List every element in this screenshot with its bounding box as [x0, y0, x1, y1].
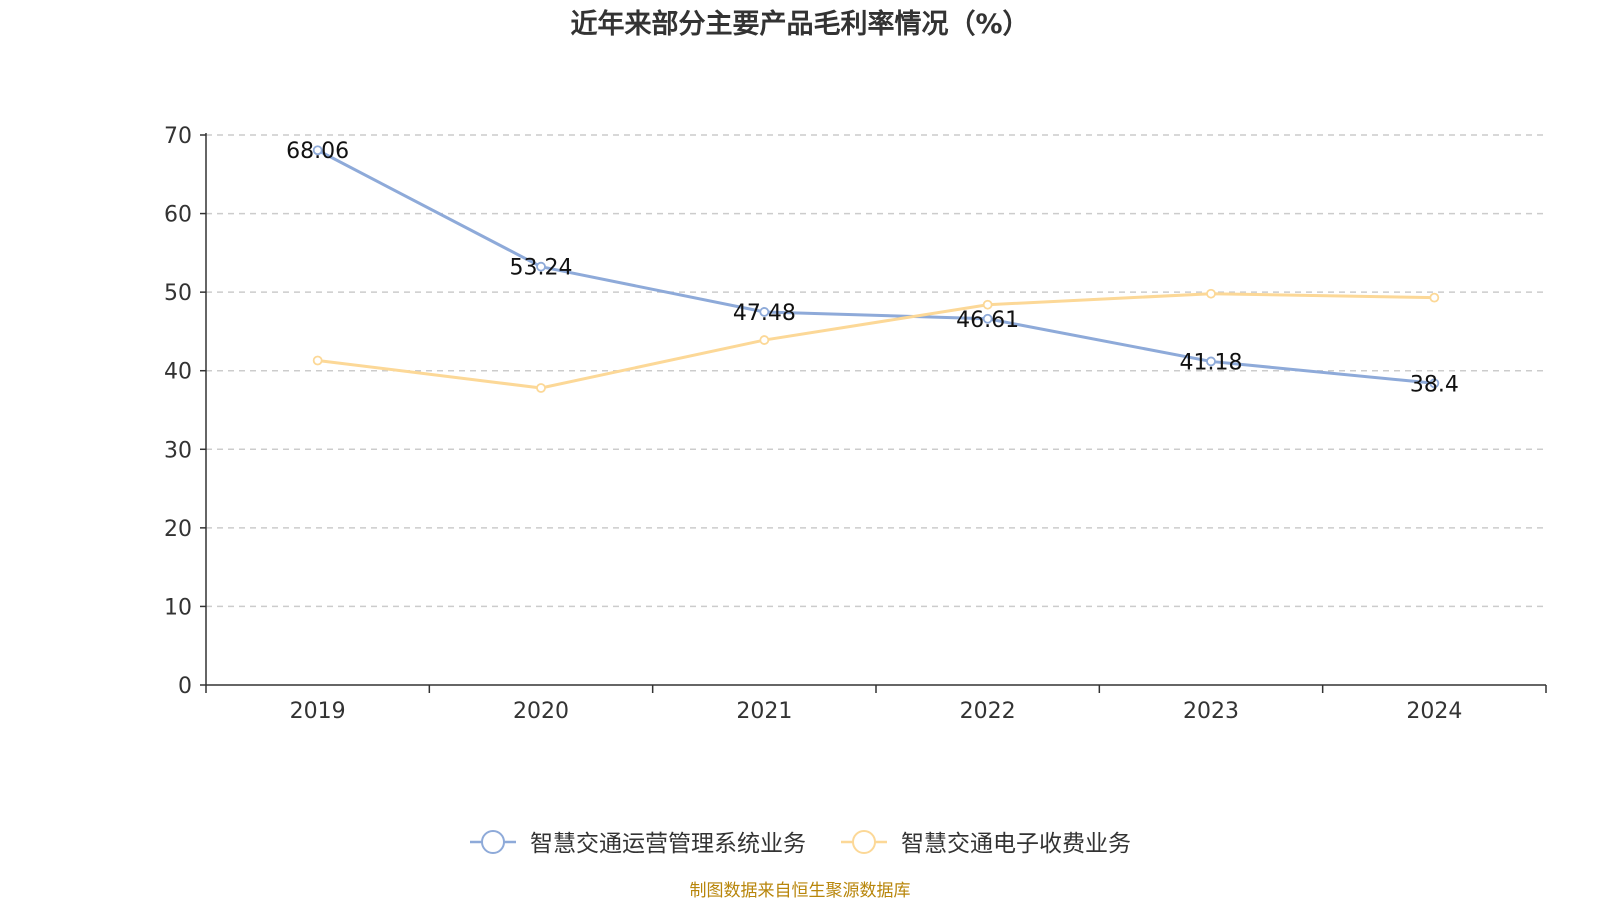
data-label: 68.06	[286, 139, 349, 164]
series-2-point	[982, 299, 993, 310]
data-label: 47.48	[733, 301, 796, 326]
data-label: 46.61	[956, 308, 1019, 333]
legend-label: 智慧交通运营管理系统业务	[530, 831, 806, 857]
y-tick-label: 40	[164, 360, 192, 385]
data-labels: 68.06 53.24 47.48 46.61 41.18 38.4	[286, 139, 1459, 397]
x-tick-label: 2022	[960, 699, 1016, 724]
y-tick-label: 70	[164, 124, 192, 149]
chart-title: 近年来部分主要产品毛利率情况（%）	[570, 8, 1029, 40]
legend-item[interactable]: 智慧交通电子收费业务	[841, 830, 1131, 857]
legend-item[interactable]: 智慧交通运营管理系统业务	[470, 830, 806, 857]
legend-marker	[481, 830, 505, 854]
y-tick-label: 50	[164, 281, 192, 306]
series-1-point	[1429, 378, 1440, 389]
grid-lines	[206, 134, 1546, 608]
legend-label: 智慧交通电子收费业务	[901, 831, 1131, 857]
series-1-point	[312, 145, 323, 156]
x-tick-label: 2023	[1183, 699, 1239, 724]
x-tick-label: 2021	[736, 699, 792, 724]
y-tick-label: 0	[178, 674, 192, 699]
x-tick-label: 2019	[290, 699, 346, 724]
data-label: 38.4	[1410, 372, 1459, 397]
series-1-point	[536, 261, 546, 272]
series-2-point	[312, 355, 323, 366]
y-tick-label: 10	[164, 595, 192, 620]
y-tick-label: 20	[164, 517, 192, 542]
series-1-point	[982, 313, 993, 324]
series-2-point	[536, 383, 546, 393]
y-tick-label: 30	[164, 438, 192, 463]
legend-marker	[852, 830, 876, 854]
data-label: 41.18	[1180, 350, 1243, 375]
source-note: 制图数据来自恒生聚源数据库	[690, 881, 911, 900]
legend[interactable]: 智慧交通运营管理系统业务 智慧交通电子收费业务	[470, 830, 1131, 857]
x-tick-label: 2024	[1406, 699, 1462, 724]
series-line-1	[316, 148, 1436, 385]
series-2-point	[759, 335, 770, 345]
y-tick-label: 60	[164, 203, 192, 228]
series-2-point	[1429, 292, 1440, 303]
series-1-point	[759, 307, 770, 317]
series-2-point	[1206, 288, 1216, 299]
series-1-point	[1206, 356, 1216, 367]
series-line-2	[316, 292, 1436, 390]
x-tick-label: 2020	[513, 699, 569, 724]
axes: 0 10 20 30 40 50 60 70 2019 2020 2021 2022 2023 2024	[164, 124, 1547, 724]
data-label: 53.24	[510, 256, 573, 281]
series-layer	[312, 145, 1440, 393]
